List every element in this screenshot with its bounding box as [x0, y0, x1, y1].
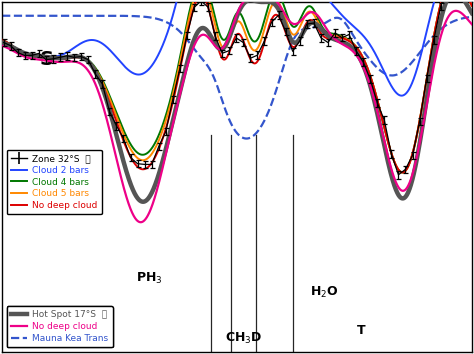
- Legend: Hot Spot 17°S  Ⓑ, No deep cloud, Mauna Kea Trans: Hot Spot 17°S Ⓑ, No deep cloud, Mauna Ke…: [7, 306, 112, 347]
- Text: T: T: [357, 324, 365, 337]
- Text: CH$_3$D: CH$_3$D: [225, 330, 263, 346]
- Text: H$_2$O: H$_2$O: [310, 285, 338, 300]
- Text: S: S: [40, 50, 54, 69]
- Text: PH$_3$: PH$_3$: [136, 271, 163, 286]
